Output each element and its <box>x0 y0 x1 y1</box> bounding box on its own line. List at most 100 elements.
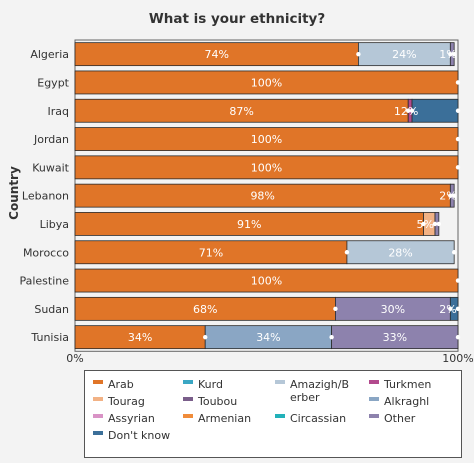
bar-data-label: 100% <box>251 76 282 89</box>
bar-data-label: 34% <box>256 331 280 344</box>
legend-label: Toubou <box>198 395 238 408</box>
legend-swatch <box>93 397 103 408</box>
segment-marker <box>329 334 334 340</box>
bar-data-label: 71% <box>199 246 223 259</box>
legend-item: Kurd <box>183 378 223 391</box>
segment-marker <box>455 278 461 283</box>
segment-marker <box>448 193 453 198</box>
legend-swatch <box>369 414 379 425</box>
segment-marker <box>451 193 457 198</box>
legend-swatch <box>183 414 193 425</box>
legend-label: Arab <box>108 378 134 391</box>
category-label: Palestine <box>19 275 69 288</box>
segment-marker <box>344 250 350 255</box>
legend-label: Tourag <box>108 395 145 408</box>
bar-data-label: 30% <box>381 303 405 316</box>
bar-data-label: 74% <box>204 48 228 61</box>
legend-item: Armenian <box>183 412 251 425</box>
x-tick-label-1: 100% <box>442 352 473 365</box>
legend-label: Circassian <box>290 412 347 425</box>
segment-marker <box>455 334 461 340</box>
bar-data-label: 28% <box>388 246 412 259</box>
legend-label: Amazigh/B erber <box>290 378 350 404</box>
chart-title: What is your ethnicity? <box>148 11 326 27</box>
category-label: Algeria <box>30 48 69 61</box>
category-label: Tunisia <box>30 331 69 344</box>
plot-area: Algeria 74% 24% 1% Egypt 100% Iraq 87% 12% Jordan… <box>19 39 461 352</box>
legend-label: Kurd <box>198 378 223 391</box>
legend-item: Other <box>369 412 415 425</box>
segment-marker <box>451 51 457 57</box>
segment-marker <box>455 108 461 113</box>
bar-data-label: 91% <box>237 218 261 231</box>
legend-swatch <box>93 380 103 391</box>
segment-marker <box>406 108 411 113</box>
segment-marker <box>356 51 361 57</box>
legend-item: Amazigh/B erber <box>275 378 349 404</box>
legend-swatch <box>369 380 379 391</box>
legend-swatch <box>183 397 193 408</box>
legend-swatch <box>369 397 379 408</box>
segment-marker <box>432 221 438 227</box>
legend-swatch <box>93 414 103 425</box>
x-axis-ticks: 0% 100% <box>66 352 473 365</box>
segment-marker <box>436 221 442 227</box>
bar-segment <box>411 98 459 123</box>
bar-data-label: 34% <box>128 331 152 344</box>
category-label: Iraq <box>48 105 70 118</box>
segment-marker <box>455 80 461 85</box>
bar-data-label: 5% <box>417 218 434 231</box>
legend-swatch <box>275 414 285 425</box>
legend-swatch <box>93 431 103 442</box>
legend-label: Don't know <box>108 429 171 442</box>
segment-marker <box>203 334 208 340</box>
legend-item: Arab <box>93 378 134 391</box>
segment-marker <box>455 306 461 312</box>
y-axis-title: Country <box>7 166 21 220</box>
segment-marker <box>448 306 453 312</box>
category-label: Libya <box>40 218 69 231</box>
category-label: Jordan <box>33 133 69 146</box>
legend-swatch <box>183 380 193 391</box>
category-label: Morocco <box>23 246 69 259</box>
bar-data-label: 12% <box>394 105 418 118</box>
category-label: Kuwait <box>32 161 69 174</box>
category-label: Egypt <box>37 76 69 89</box>
legend-label: Assyrian <box>108 412 155 425</box>
x-tick-label-0: 0% <box>66 352 83 365</box>
category-label: Sudan <box>34 303 69 316</box>
segment-marker <box>333 306 338 312</box>
legend-item: Tourag <box>93 395 145 408</box>
legend-label: Turkmen <box>384 378 432 391</box>
segment-marker <box>455 165 461 170</box>
legend-item: Circassian <box>275 412 346 425</box>
legend-label: Armenian <box>198 412 252 425</box>
bar-data-label: 100% <box>251 133 282 146</box>
bar-data-label: 2% <box>439 190 456 203</box>
legend-item: Alkraghl <box>369 395 429 408</box>
bar-data-label: 33% <box>383 331 407 344</box>
segment-marker <box>409 108 415 113</box>
legend-item: Assyrian <box>93 412 155 425</box>
segment-marker <box>451 250 457 255</box>
bar-data-label: 2% <box>439 303 456 316</box>
legend: Arab Kurd Amazigh/B erber Turkmen Tourag Toubo… <box>84 370 462 458</box>
legend-item: Don't know <box>93 429 170 442</box>
category-label: Lebanon <box>22 190 69 203</box>
bar-data-label: 98% <box>250 190 274 203</box>
segment-marker <box>448 51 453 57</box>
bar-data-label: 87% <box>229 105 253 118</box>
bar-data-label: 100% <box>251 161 282 174</box>
segment-marker <box>421 221 426 227</box>
bar-data-label: 24% <box>392 48 416 61</box>
legend-label: Alkraghl <box>384 395 430 408</box>
legend-item: Toubou <box>183 395 237 408</box>
segment-marker <box>455 136 461 142</box>
legend-swatch <box>275 380 285 391</box>
legend-label: Other <box>384 412 416 425</box>
legend-item: Turkmen <box>369 378 431 391</box>
bar-data-label: 100% <box>251 275 282 288</box>
bar-data-label: 1% <box>439 48 456 61</box>
bar-data-label: 68% <box>193 303 217 316</box>
